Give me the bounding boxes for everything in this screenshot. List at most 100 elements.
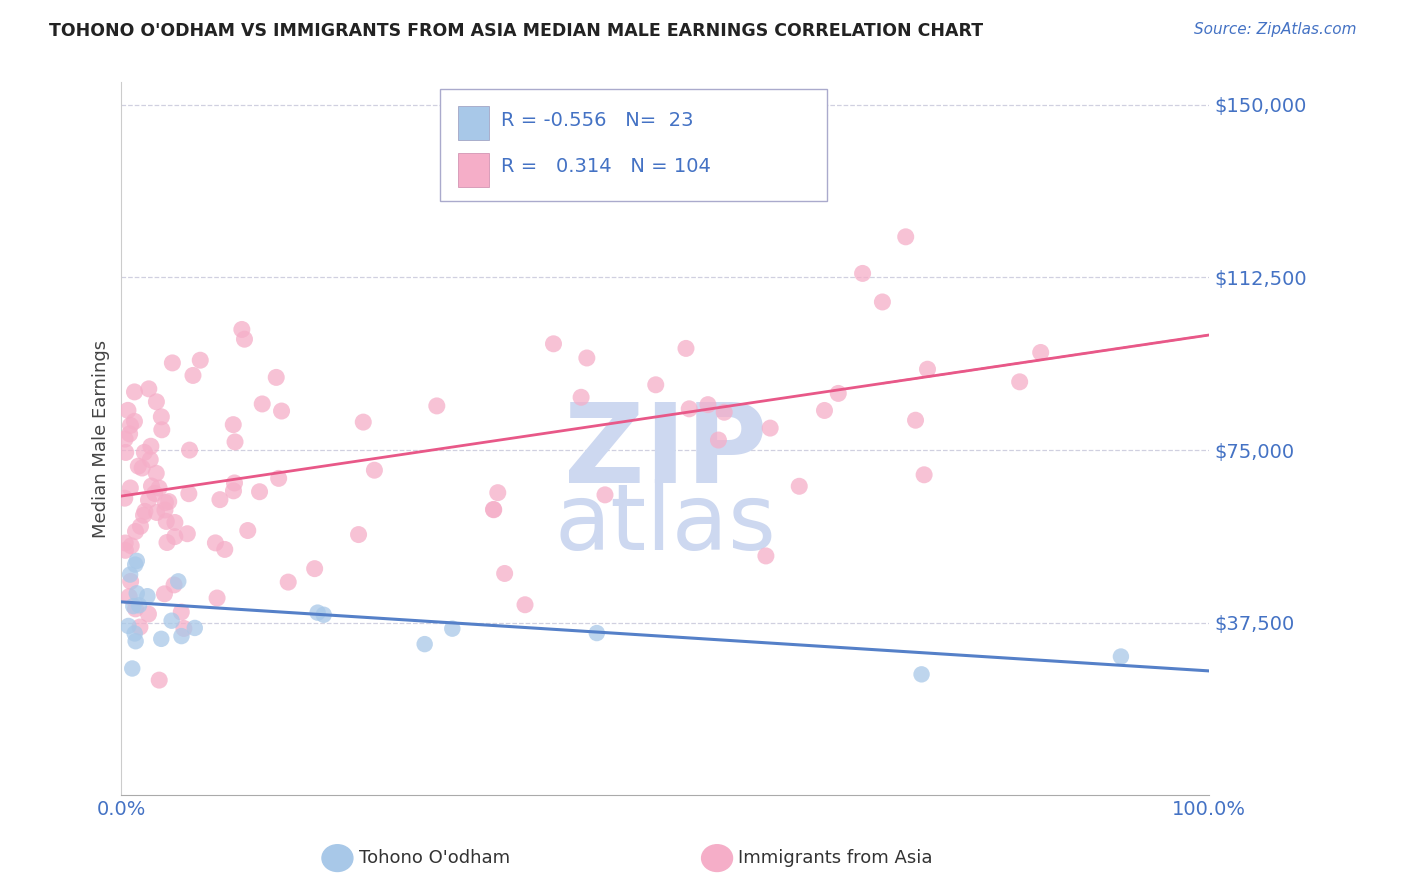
Point xyxy=(124,626,146,640)
Point xyxy=(181,368,204,383)
Point xyxy=(114,536,136,550)
Point xyxy=(912,467,935,482)
Point xyxy=(249,484,271,499)
Point xyxy=(413,637,436,651)
Point xyxy=(872,295,894,310)
Point xyxy=(120,481,142,495)
Point xyxy=(122,599,145,614)
Point xyxy=(124,558,146,572)
Point xyxy=(233,332,256,346)
Point xyxy=(156,535,179,549)
Point xyxy=(917,362,939,376)
Point xyxy=(543,336,565,351)
Point xyxy=(163,516,186,530)
Point xyxy=(128,599,150,613)
Point xyxy=(1109,649,1132,664)
Point xyxy=(121,661,143,675)
Point xyxy=(139,439,162,453)
Point xyxy=(569,390,592,404)
Point xyxy=(131,461,153,475)
Point xyxy=(134,504,156,518)
Point xyxy=(120,574,142,589)
Point xyxy=(148,481,170,495)
Point xyxy=(277,575,299,590)
Point xyxy=(184,621,207,635)
Point xyxy=(136,589,159,603)
Point xyxy=(176,526,198,541)
Point xyxy=(148,673,170,687)
Point xyxy=(129,519,152,533)
Point xyxy=(593,488,616,502)
Text: atlas: atlas xyxy=(554,479,776,569)
Point xyxy=(153,503,176,517)
Point xyxy=(145,467,167,481)
Point xyxy=(134,445,156,459)
Point xyxy=(118,426,141,441)
Point xyxy=(120,539,142,553)
Point xyxy=(188,353,211,368)
Point xyxy=(894,229,917,244)
Point xyxy=(150,409,173,424)
Point xyxy=(697,398,720,412)
Point xyxy=(304,561,326,575)
Point xyxy=(163,530,186,544)
Point xyxy=(252,397,274,411)
Point xyxy=(141,479,163,493)
Point xyxy=(138,382,160,396)
Point xyxy=(482,502,505,516)
Point xyxy=(426,399,449,413)
Text: R = -0.556   N=  23: R = -0.556 N= 23 xyxy=(501,111,693,130)
Point xyxy=(124,414,146,428)
Point xyxy=(117,619,139,633)
Point xyxy=(787,479,810,493)
Point xyxy=(204,536,226,550)
Point xyxy=(482,502,505,516)
Point xyxy=(205,591,228,605)
Point xyxy=(170,629,193,643)
Point xyxy=(236,524,259,538)
Point xyxy=(145,394,167,409)
Text: TOHONO O'ODHAM VS IMMIGRANTS FROM ASIA MEDIAN MALE EARNINGS CORRELATION CHART: TOHONO O'ODHAM VS IMMIGRANTS FROM ASIA M… xyxy=(49,22,983,40)
Point xyxy=(162,356,184,370)
Point xyxy=(312,607,335,622)
Text: Tohono O'odham: Tohono O'odham xyxy=(359,849,509,867)
Point xyxy=(307,606,329,620)
Point xyxy=(486,485,509,500)
Point xyxy=(675,342,697,356)
Point xyxy=(208,492,231,507)
Point xyxy=(267,471,290,485)
Y-axis label: Median Male Earnings: Median Male Earnings xyxy=(93,340,110,538)
Text: ZIP: ZIP xyxy=(564,400,768,507)
Point xyxy=(852,267,875,281)
Point xyxy=(125,554,148,568)
Point xyxy=(494,566,516,581)
Point xyxy=(713,405,735,419)
Point xyxy=(114,543,136,558)
Point xyxy=(214,542,236,557)
Point xyxy=(347,527,370,541)
Point xyxy=(129,620,152,634)
Point xyxy=(120,567,142,582)
Text: R =   0.314   N = 104: R = 0.314 N = 104 xyxy=(501,157,710,177)
Point xyxy=(231,322,253,336)
Point xyxy=(150,423,173,437)
Point xyxy=(755,549,778,563)
Point xyxy=(114,432,136,446)
Point xyxy=(224,434,246,449)
Point xyxy=(222,483,245,498)
Point xyxy=(813,403,835,417)
Point xyxy=(114,491,136,506)
Point xyxy=(145,506,167,520)
Point xyxy=(585,626,607,640)
Point xyxy=(150,632,173,646)
Point xyxy=(138,607,160,621)
Point xyxy=(124,602,146,616)
Point xyxy=(173,622,195,636)
Point xyxy=(441,622,464,636)
Point xyxy=(120,418,142,433)
Point xyxy=(143,486,166,500)
Text: Immigrants from Asia: Immigrants from Asia xyxy=(738,849,932,867)
Text: Source: ZipAtlas.com: Source: ZipAtlas.com xyxy=(1194,22,1357,37)
Point xyxy=(179,443,201,458)
Point xyxy=(160,614,183,628)
